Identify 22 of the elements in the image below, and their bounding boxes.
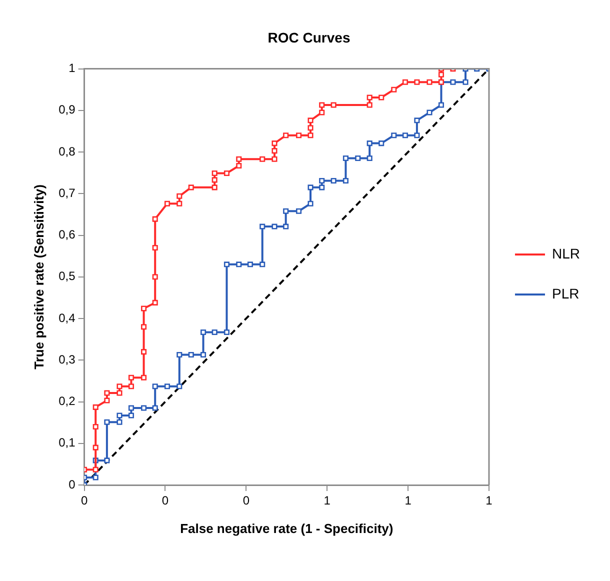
- y-tick-label: 0,2: [58, 394, 76, 408]
- y-tick-label: 0,5: [58, 269, 76, 284]
- legend-label: PLR: [552, 285, 580, 302]
- x-tick-label: 1: [324, 494, 331, 508]
- y-tick-label: 0,6: [58, 228, 76, 242]
- x-tick-label: 1: [486, 494, 493, 508]
- legend-label: NLR: [552, 245, 580, 262]
- y-tick-label: 0,8: [58, 144, 76, 158]
- x-axis-title: False negative rate (1 - Specificity): [180, 520, 394, 536]
- x-tick-label: 0: [242, 494, 250, 508]
- y-tick-label: 0,9: [58, 102, 76, 117]
- y-tick-label: 0,1: [58, 436, 76, 450]
- y-tick-label: 0,4: [58, 310, 76, 325]
- y-tick-label: 0,3: [58, 352, 76, 366]
- y-tick-label: 0,7: [58, 186, 76, 200]
- x-tick-label: 1: [404, 494, 412, 508]
- y-tick-label: 0: [68, 477, 76, 492]
- y-axis-title: True positive rate (Sensitivity): [31, 184, 46, 370]
- y-tick-label: 1: [68, 61, 76, 76]
- x-tick-label: 0: [162, 494, 169, 508]
- chart-title: ROC Curves: [268, 29, 350, 46]
- x-tick-label: 0: [80, 494, 88, 508]
